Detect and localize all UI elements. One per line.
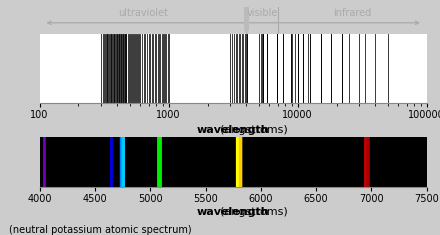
Text: visible: visible xyxy=(246,8,278,18)
Text: ultraviolet: ultraviolet xyxy=(118,8,168,18)
Text: wavelength: wavelength xyxy=(197,207,270,217)
Text: (neutral potassium atomic spectrum): (neutral potassium atomic spectrum) xyxy=(9,225,191,235)
Bar xyxy=(244,7,249,31)
Text: infrared: infrared xyxy=(333,8,371,18)
Text: (angstroms): (angstroms) xyxy=(178,207,288,217)
Text: wavelength: wavelength xyxy=(197,125,270,135)
Text: (angstroms): (angstroms) xyxy=(178,125,288,135)
